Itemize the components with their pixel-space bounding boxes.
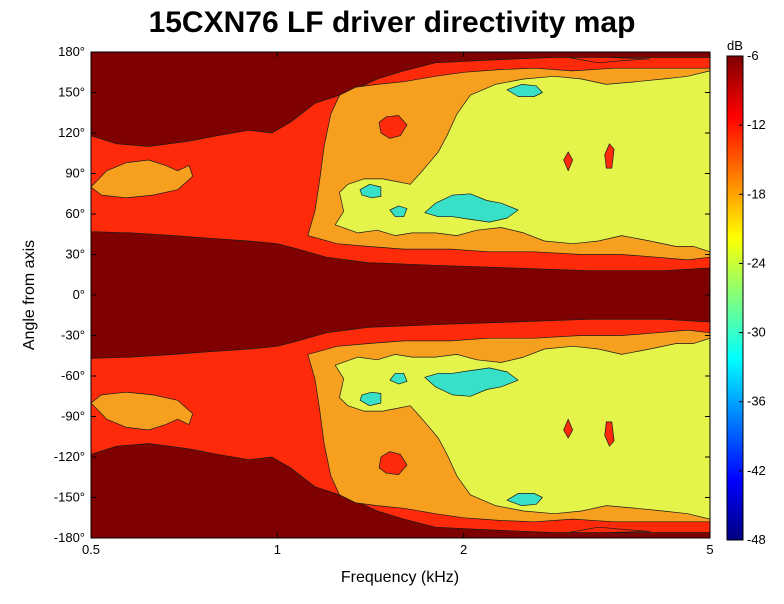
y-tick-label: 150° xyxy=(58,85,85,100)
chart-title: 15CXN76 LF driver directivity map xyxy=(148,6,636,39)
colorbar-tick-label: -18 xyxy=(747,186,766,201)
colorbar-tick-label: -48 xyxy=(747,532,766,547)
contour-region-lower-10 xyxy=(563,418,574,439)
contour-region-lower-4 xyxy=(424,367,519,397)
colorbar-tick-label: -12 xyxy=(747,117,766,132)
contour-region-upper-5 xyxy=(359,183,382,199)
contour-region-upper-1 xyxy=(91,159,194,199)
contour-region-upper-8 xyxy=(378,115,408,139)
contour-region-upper-7 xyxy=(506,84,543,97)
y-tick-label: 90° xyxy=(65,166,85,181)
y-axis-ticks: 180° 150° 120° 90° 60° 30° 0° -30° -60° -90° -120°… xyxy=(54,44,710,545)
x-tick-label: 1 xyxy=(274,542,281,557)
y-axis-label: Angle from axis xyxy=(21,240,38,350)
contour-regions xyxy=(91,57,710,533)
contour-region-upper-11 xyxy=(567,57,651,64)
contour-region-lower-7 xyxy=(506,493,543,506)
y-tick-label: 30° xyxy=(65,247,85,262)
colorbar-tick-label: -6 xyxy=(747,48,759,63)
contour-region-upper-4 xyxy=(424,193,519,223)
x-axis-ticks: 0.5 1 2 5 xyxy=(82,52,714,557)
contour-region-lower-1 xyxy=(91,391,194,431)
colorbar-title: dB xyxy=(727,38,743,53)
y-tick-label: 0° xyxy=(73,287,85,302)
colorbar-tick-label: -42 xyxy=(747,463,766,478)
y-tick-label: -90° xyxy=(61,409,85,424)
x-tick-label: 5 xyxy=(706,542,713,557)
y-tick-label: 120° xyxy=(58,125,85,140)
contour-region-lower-5 xyxy=(359,391,382,407)
y-tick-label: -150° xyxy=(54,490,85,505)
contour-region-upper-6 xyxy=(389,205,408,218)
colorbar-tick-label: -36 xyxy=(747,394,766,409)
contour-region-upper-3 xyxy=(334,70,710,253)
x-tick-label: 0.5 xyxy=(82,542,100,557)
y-tick-label: -120° xyxy=(54,449,85,464)
contour-region-lower-8 xyxy=(378,451,408,475)
colorbar: -6 -12 -18 -24 -30 -36 -42 -48 xyxy=(726,48,766,547)
contour-region-upper-10 xyxy=(563,151,574,172)
y-tick-label: 60° xyxy=(65,206,85,221)
contour-region-lower-3 xyxy=(334,337,710,520)
x-tick-label: 2 xyxy=(460,542,467,557)
contour-region-lower-9 xyxy=(604,421,615,447)
x-axis-label: Frequency (kHz) xyxy=(341,569,459,586)
y-tick-label: 180° xyxy=(58,44,85,59)
colorbar-scale xyxy=(726,55,744,541)
contour-region-lower-11 xyxy=(567,526,651,533)
colorbar-tick-label: -30 xyxy=(747,325,766,340)
contour-region-upper-9 xyxy=(604,143,615,169)
colorbar-tick-label: -24 xyxy=(747,255,766,270)
y-tick-label: -30° xyxy=(61,328,85,343)
y-tick-label: -60° xyxy=(61,368,85,383)
y-tick-label: -180° xyxy=(54,530,85,545)
contour-region-lower-6 xyxy=(389,372,408,385)
